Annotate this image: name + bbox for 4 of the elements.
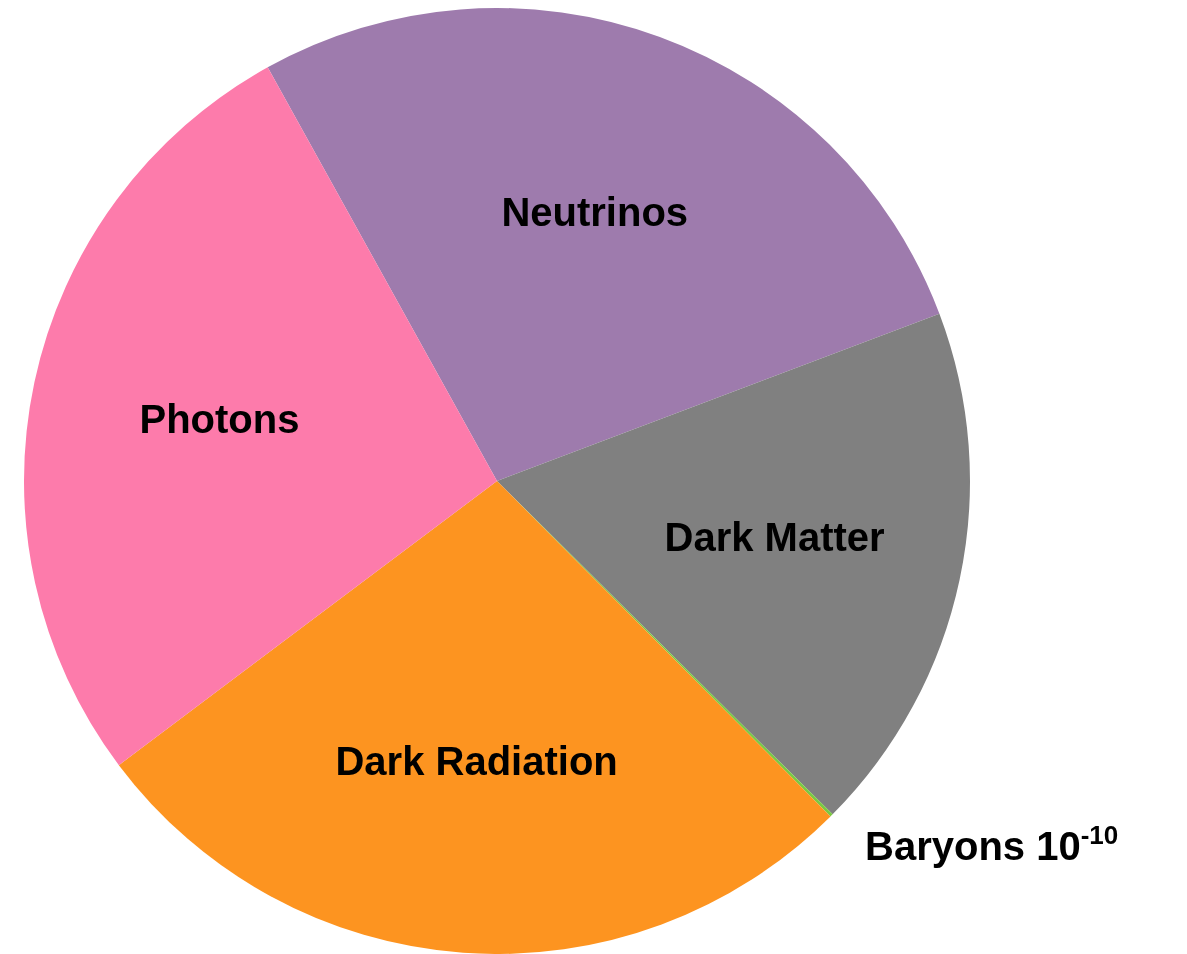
slice-label: Dark Matter (664, 515, 885, 560)
slice-label: Neutrinos (501, 189, 689, 234)
slice-label: Dark Radiation (335, 739, 618, 784)
slice-label: Photons (139, 396, 300, 441)
